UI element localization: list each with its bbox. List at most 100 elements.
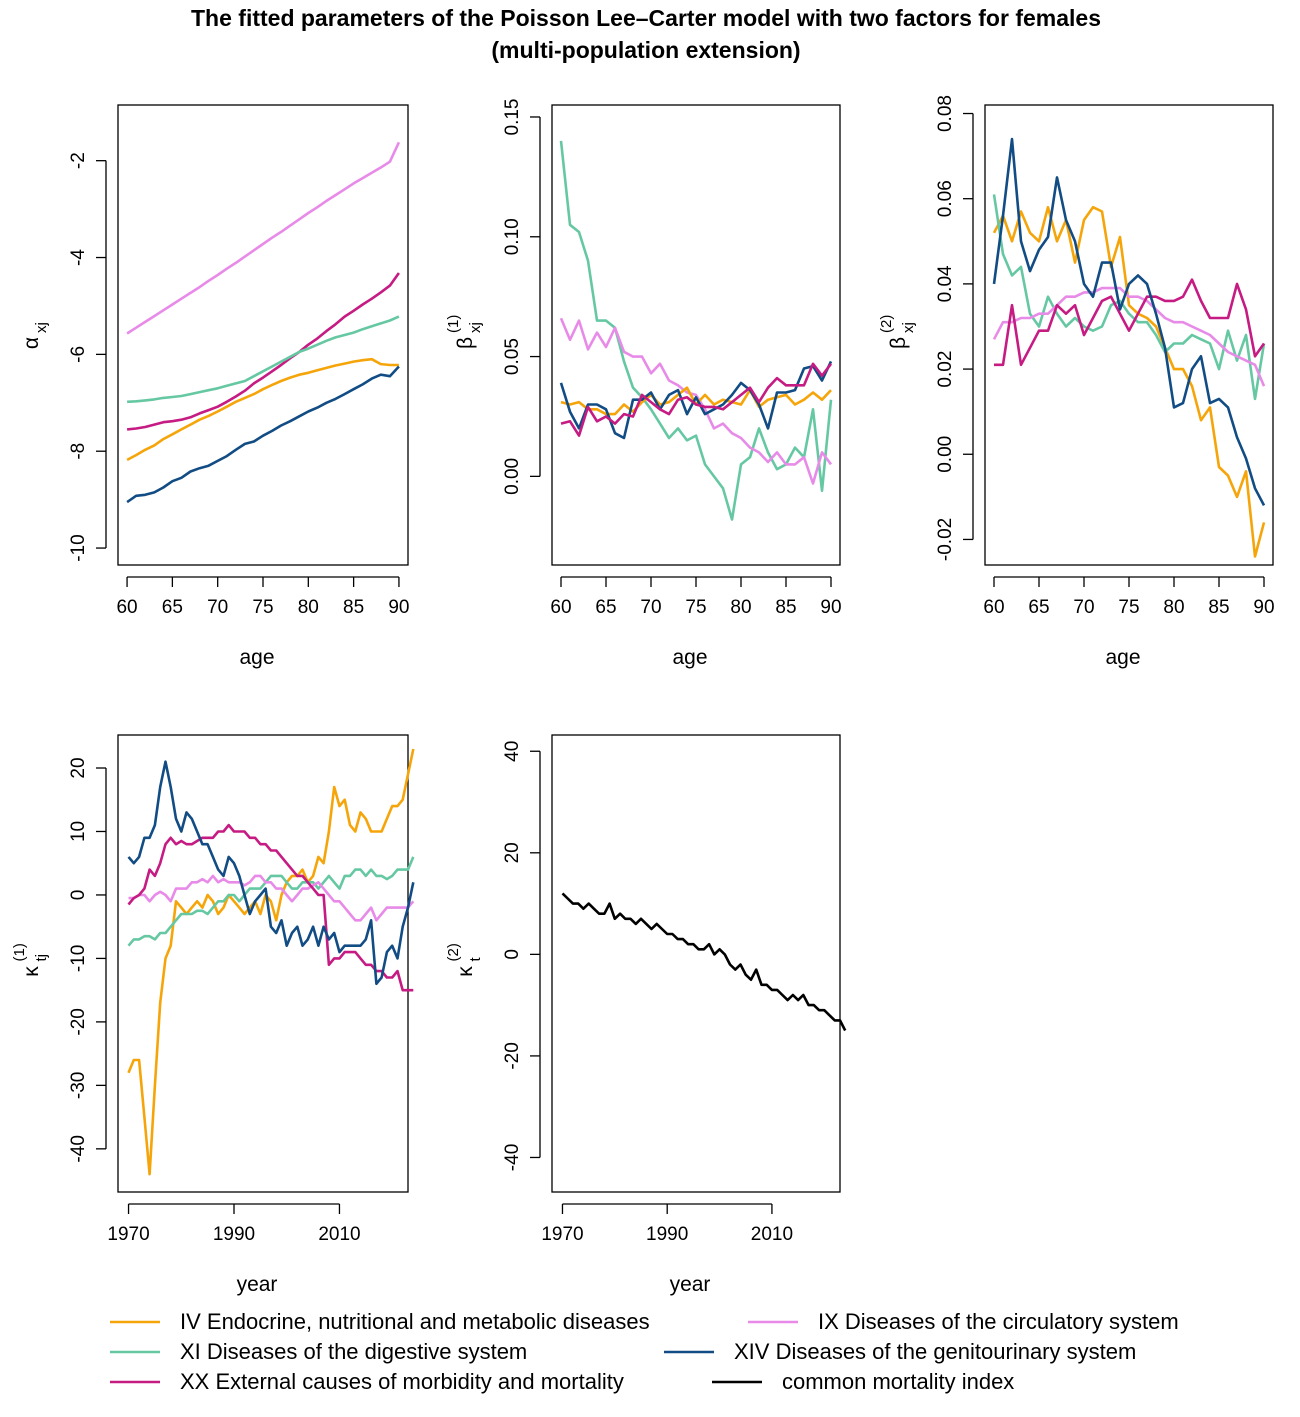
x-axis-label: age [672,646,707,669]
x-tick-label: 65 [1028,597,1049,618]
y-tick-label: -0.02 [935,518,956,561]
y-tick-label: -6 [68,346,89,363]
y-axis-label-sup: (1) [11,943,28,961]
plot-frame [551,104,841,566]
y-tick-label: 0.06 [935,180,956,217]
y-axis-label: κ tj (1) [11,943,50,977]
y-tick-label: -8 [68,443,89,460]
series-line-IX [128,874,415,922]
y-axis-label: β xj (2) [878,315,917,349]
y-tick-label: 0.04 [935,265,956,302]
y-tick-label: 0.00 [502,458,523,495]
x-tick-label: 90 [820,597,841,618]
x-tick-label: 2010 [318,1224,360,1245]
y-tick-label: -2 [68,152,89,169]
x-tick-label: 75 [252,597,273,618]
legend-label-XIV: XIV Diseases of the genitourinary system [734,1339,1136,1364]
y-tick-label: 20 [68,757,89,778]
y-axis-label-main: β [454,337,477,349]
x-tick-label: 80 [1163,597,1184,618]
y-axis-label: κt (2) [445,943,484,977]
y-axis-label-main: κ [20,966,43,977]
x-tick-label: 60 [550,597,571,618]
y-tick-label: -30 [68,1072,89,1099]
x-tick-label: 60 [983,597,1004,618]
x-tick-label: 75 [1118,597,1139,618]
y-tick-label: -10 [68,945,89,972]
y-axis-label-main: β [887,337,910,349]
x-tick-label: 70 [640,597,661,618]
series-line-XX [560,362,833,437]
x-tick-label: 70 [1073,597,1094,618]
series-line-XIV [126,365,400,504]
series-line-IX [559,317,833,485]
x-tick-label: 90 [1253,597,1274,618]
y-tick-label: 0.08 [935,95,956,132]
series-line-IX [992,286,1266,387]
y-tick-label: 0 [502,949,523,960]
series-line-XIV [559,360,833,440]
y-tick-label: 0 [68,890,89,901]
legend-label-IX: IX Diseases of the circulatory system [818,1309,1179,1334]
x-tick-label: 75 [685,597,706,618]
y-axis-label-sub: xj [900,322,917,333]
x-axis-label: year [237,1273,278,1296]
series-line-XX [126,272,400,431]
y-axis-label: α xj [20,322,50,349]
legend: IV Endocrine, nutritional and metabolic … [110,1309,1179,1394]
panel-beta1: 60 65 70 75 80 85 90 age 0.00 0.05 0.10 0.15 β xj (1) [445,98,842,669]
series-line-XI [127,856,415,947]
y-axis-label: β xj (1) [445,315,484,349]
y-axis-label-sup: (2) [445,943,462,961]
y-tick-label: 0.00 [935,436,956,473]
x-tick-label: 70 [207,597,228,618]
series-line-XIV [127,760,415,986]
y-axis-label-sub: tj [33,954,50,962]
x-tick-label: 85 [775,597,796,618]
x-axis-label: age [1105,646,1140,669]
panel-beta2: 60 65 70 75 80 85 90 age -0.02 0.00 0.02 0.04 0.06 0.… [878,95,1275,669]
series-line-IX [126,141,401,335]
y-tick-label: 40 [502,741,523,762]
chart-title-line2: (multi-population extension) [491,37,800,63]
x-tick-label: 90 [388,597,409,618]
y-axis-label-sub: xj [467,322,484,333]
plot-frame [551,734,841,1193]
series-line-XIV [992,137,1266,507]
panel-alpha: 60 65 70 75 80 85 90 age -10 -8 -6 -4 -2 α xj [20,104,410,669]
y-tick-label: 0.15 [502,98,523,135]
series-line-IV [992,205,1266,558]
y-axis-label-main: α [20,337,43,349]
series-line-XI [127,315,400,404]
x-tick-label: 65 [162,597,183,618]
series-line-XI [992,194,1266,401]
x-tick-label: 85 [1208,597,1229,618]
x-tick-label: 60 [116,597,137,618]
x-tick-label: 1990 [213,1224,255,1245]
y-tick-label: -20 [502,1042,523,1069]
x-tick-label: 2010 [751,1224,793,1245]
y-axis-label-sub: xj [33,322,50,333]
series-line-IV [127,748,415,1176]
plot-frame [984,104,1274,566]
series-line-XX [994,278,1266,367]
y-tick-label: -20 [68,1008,89,1035]
y-tick-label: 0.02 [935,351,956,388]
y-tick-label: -10 [68,534,89,561]
legend-label-common: common mortality index [782,1369,1014,1394]
x-tick-label: 1970 [541,1224,583,1245]
y-tick-label: -4 [68,249,89,266]
y-tick-label: -40 [502,1144,523,1171]
legend-label-XI: XI Diseases of the digestive system [180,1339,527,1364]
series-line-IV [126,357,399,462]
x-tick-label: 1970 [107,1224,149,1245]
x-tick-label: 80 [298,597,319,618]
y-axis-label-sup: (2) [878,315,895,333]
x-tick-label: 65 [595,597,616,618]
y-tick-label: 20 [502,842,523,863]
series-line-XI [559,140,833,521]
y-tick-label: -40 [68,1135,89,1162]
y-axis-label-main: κ [454,966,477,977]
y-tick-label: 0.10 [502,218,523,255]
